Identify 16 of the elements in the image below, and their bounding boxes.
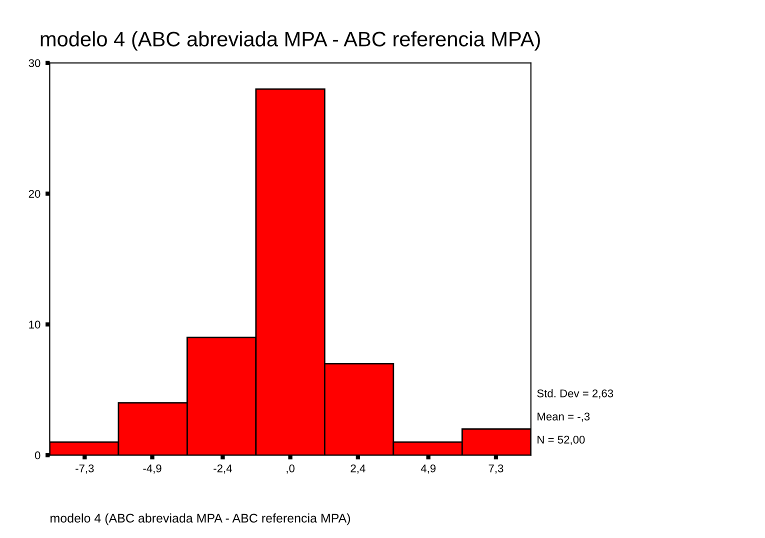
y-tick-label: 10 xyxy=(29,320,40,329)
x-tick-label: -4,9 xyxy=(143,464,162,474)
text: N = 52,00 xyxy=(538,436,585,445)
text: Std. Dev = 2,63 xyxy=(537,389,614,399)
x-tick-label: 7,3 xyxy=(488,464,504,474)
x-tick-label: -7,3 xyxy=(76,464,94,474)
x-tick-label: 4,9 xyxy=(420,464,436,474)
x-tick-label: ,0 xyxy=(286,464,295,474)
chart-title: modelo 4 (ABC abreviada MPA - ABC referencia MPA) xyxy=(40,31,540,51)
x-tick-label: -2,4 xyxy=(214,464,232,474)
y-tick-label: 20 xyxy=(28,190,40,198)
y-tick-label: 30 xyxy=(28,59,40,68)
x-axis-title: modelo 4 (ABC abreviada MPA - ABC referencia MPA) xyxy=(50,513,350,526)
y-tick-label: 0 xyxy=(34,451,40,460)
text: Mean = -,3 xyxy=(538,412,590,422)
x-tick-label: 2,4 xyxy=(350,464,366,474)
